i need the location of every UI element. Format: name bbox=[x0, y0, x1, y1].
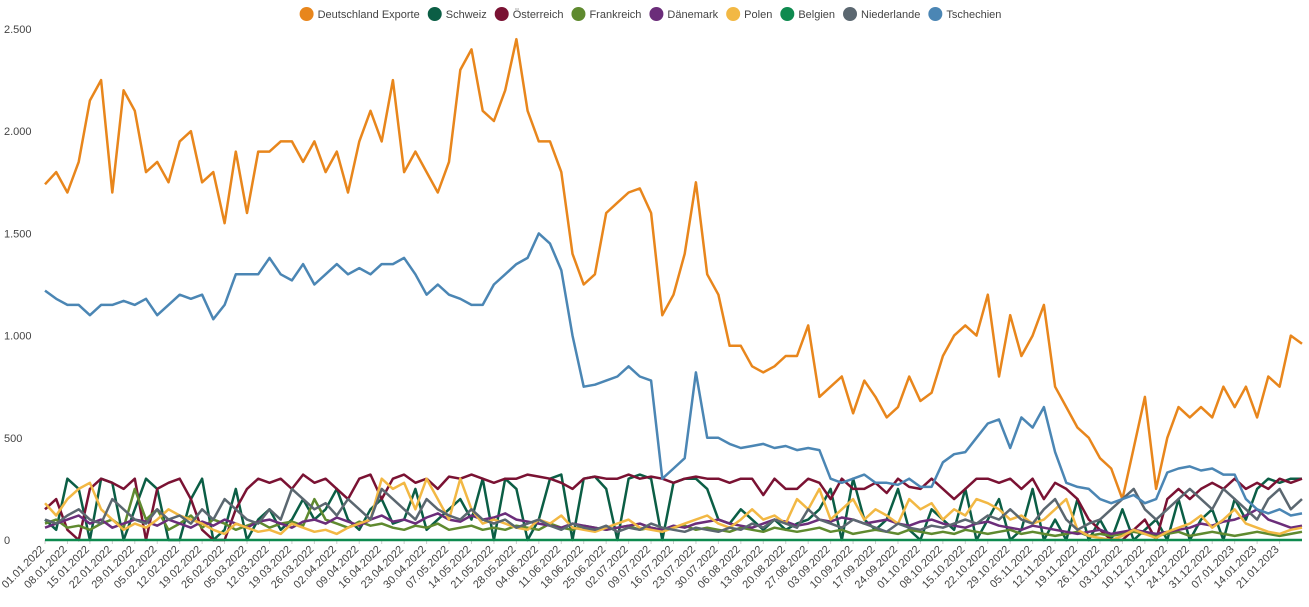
legend-swatch bbox=[843, 7, 858, 21]
legend-label: Belgien bbox=[798, 9, 835, 21]
series-line bbox=[44, 232, 1303, 517]
legend-label: Frankreich bbox=[589, 9, 641, 21]
legend-swatch bbox=[494, 7, 509, 21]
series-line bbox=[44, 487, 1303, 534]
legend: Deutschland Exporte Schweiz Österreich Fran… bbox=[299, 7, 1001, 21]
y-tick-label: 2.000 bbox=[4, 126, 32, 138]
legend-swatch bbox=[427, 7, 442, 21]
y-tick-label: 1.000 bbox=[4, 331, 32, 343]
legend-swatch bbox=[299, 7, 314, 21]
legend-swatch bbox=[649, 7, 664, 21]
series-line bbox=[44, 37, 1303, 501]
legend-label: Tschechien bbox=[946, 9, 1001, 21]
series-line bbox=[44, 508, 1303, 536]
legend-label: Niederlande bbox=[861, 9, 920, 21]
legend-label: Schweiz bbox=[446, 9, 487, 21]
legend-swatch bbox=[780, 7, 795, 21]
y-tick-label: 0 bbox=[4, 535, 10, 547]
y-tick-label: 500 bbox=[4, 433, 22, 445]
y-tick-label: 1.500 bbox=[4, 228, 32, 240]
legend-label: Dänemark bbox=[667, 9, 718, 21]
legend-swatch bbox=[726, 7, 741, 21]
legend-swatch bbox=[571, 7, 586, 21]
legend-label: Österreich bbox=[513, 9, 564, 21]
legend-swatch bbox=[928, 7, 943, 21]
legend-label: Polen bbox=[744, 9, 772, 21]
legend-label: Deutschland Exporte bbox=[318, 9, 420, 21]
y-tick-label: 2.500 bbox=[4, 24, 32, 36]
series-line bbox=[44, 477, 1303, 542]
